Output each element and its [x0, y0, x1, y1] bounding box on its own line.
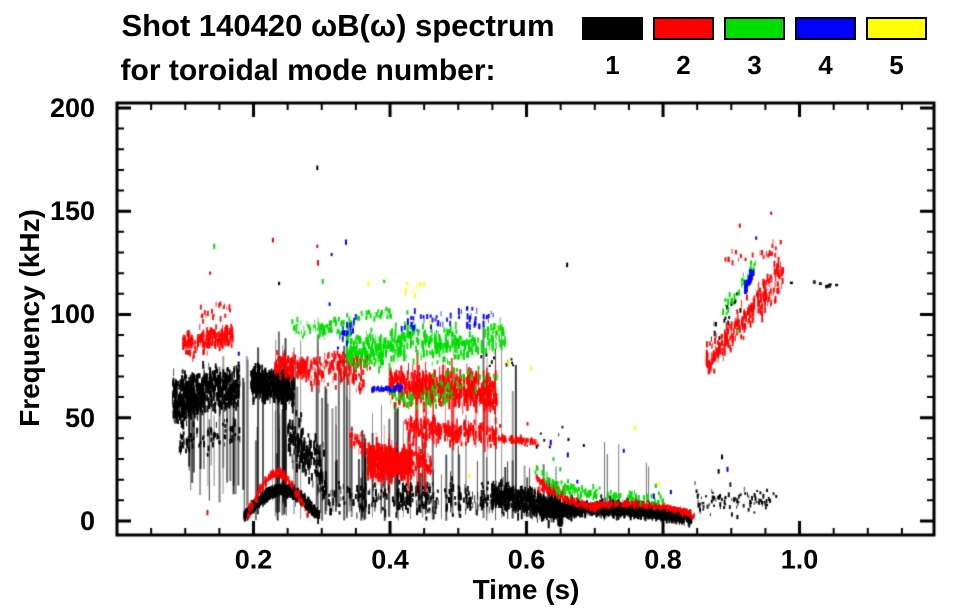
- chart-title-line1: Shot 140420 ωB(ω) spectrum: [121, 8, 555, 43]
- y-tick-label-150: 150: [49, 196, 95, 227]
- y-tick-label-50: 50: [64, 402, 95, 433]
- mode-legend: 1 2 3 4 5: [582, 17, 927, 78]
- legend-swatch-mode-5: [866, 17, 927, 40]
- legend-label-mode-2: 2: [676, 50, 691, 80]
- y-tick-label-200: 200: [49, 92, 95, 123]
- y-tick-label-100: 100: [49, 299, 95, 330]
- legend-item-1: 1: [582, 17, 643, 78]
- legend-swatch-mode-1: [582, 17, 643, 40]
- legend-swatch-mode-4: [795, 17, 856, 40]
- legend-label-mode-5: 5: [889, 50, 904, 80]
- chart-title-line2: for toroidal mode number:: [120, 54, 496, 87]
- legend-swatch-mode-2: [653, 17, 714, 40]
- legend-item-2: 2: [653, 17, 714, 78]
- legend-swatch-mode-3: [724, 17, 785, 40]
- legend-item-4: 4: [795, 17, 856, 78]
- x-tick-label-0.2: 0.2: [234, 544, 273, 575]
- x-tick-label-0.4: 0.4: [371, 544, 409, 575]
- x-axis-title: Time (s): [472, 574, 580, 605]
- x-tick-label-0.6: 0.6: [507, 544, 546, 575]
- x-tick-label-1.0: 1.0: [780, 544, 819, 575]
- y-tick-label-0: 0: [79, 505, 95, 536]
- legend-label-mode-1: 1: [605, 50, 620, 80]
- x-tick-label-0.8: 0.8: [644, 544, 682, 575]
- legend-item-5: 5: [866, 17, 927, 78]
- legend-item-3: 3: [724, 17, 785, 78]
- legend-label-mode-4: 4: [818, 50, 833, 80]
- legend-label-mode-3: 3: [747, 50, 762, 80]
